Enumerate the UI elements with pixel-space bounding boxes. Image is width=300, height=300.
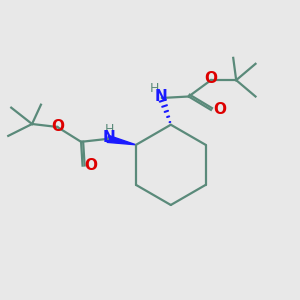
Polygon shape bbox=[107, 135, 136, 145]
Text: O: O bbox=[213, 102, 226, 117]
Text: N: N bbox=[103, 130, 116, 145]
Text: O: O bbox=[51, 119, 64, 134]
Text: N: N bbox=[155, 89, 168, 104]
Text: H: H bbox=[150, 82, 159, 95]
Text: H: H bbox=[105, 123, 114, 136]
Text: O: O bbox=[204, 71, 218, 86]
Text: O: O bbox=[84, 158, 98, 173]
